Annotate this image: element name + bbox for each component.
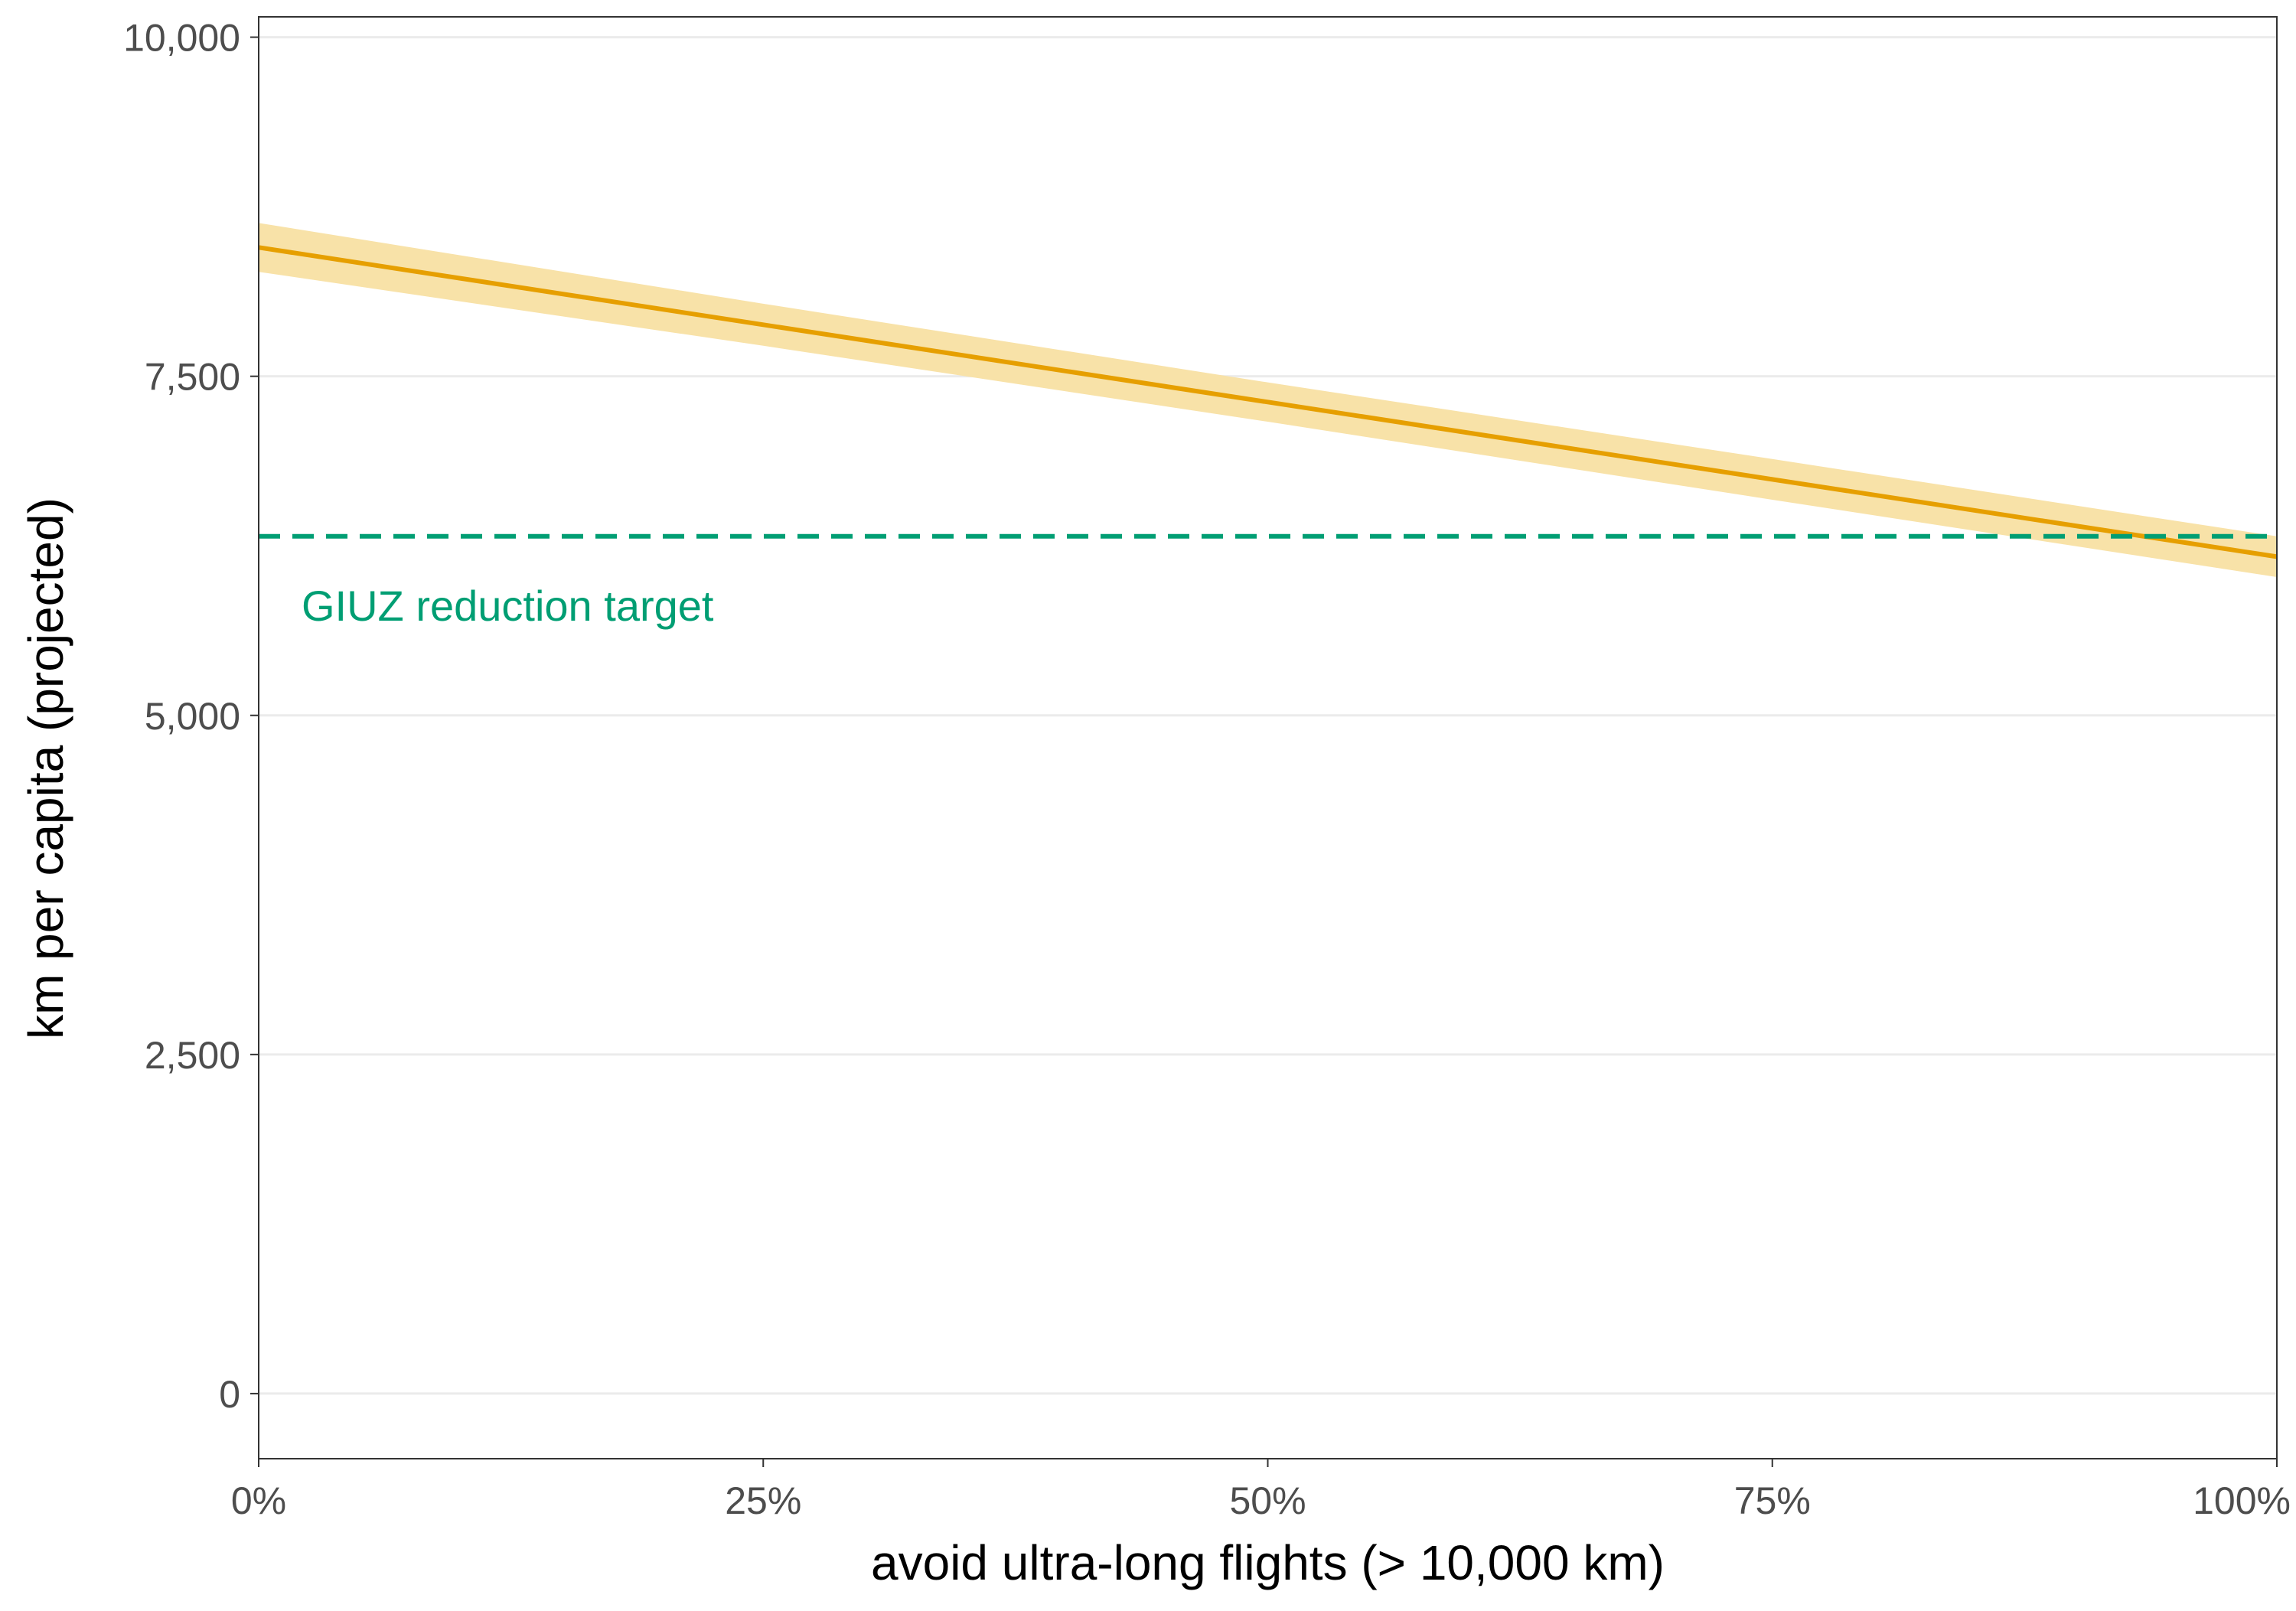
plot-area: GIUZ reduction target (258, 223, 2278, 630)
y-tick-label: 7,500 (145, 356, 240, 399)
x-tick-label: 0% (231, 1479, 286, 1522)
y-axis-title: km per capita (projected) (18, 497, 73, 1039)
reduction-target-label: GIUZ reduction target (302, 582, 714, 630)
axes: 0 2,500 5,000 7,500 10,000 0% 25% 50% 75% 100% (123, 17, 2291, 1522)
y-tick-label: 10,000 (123, 17, 240, 60)
trend-line (258, 245, 2278, 559)
y-tick-label: 5,000 (145, 695, 240, 738)
x-tick-label: 75% (1734, 1479, 1811, 1522)
x-tick-label: 50% (1229, 1479, 1306, 1522)
gridlines (259, 36, 2277, 1395)
x-tick-label: 100% (2193, 1479, 2291, 1522)
y-tick-label: 2,500 (145, 1034, 240, 1077)
x-tick-label: 25% (725, 1479, 801, 1522)
y-tick-label: 0 (219, 1373, 240, 1416)
x-axis-title: avoid ultra-long flights (> 10,000 km) (871, 1535, 1665, 1590)
